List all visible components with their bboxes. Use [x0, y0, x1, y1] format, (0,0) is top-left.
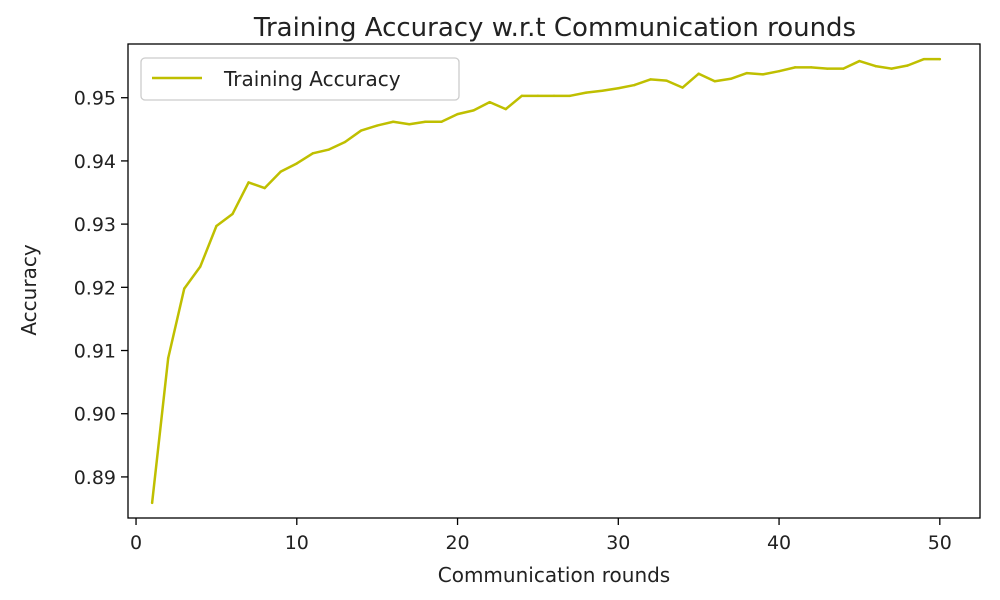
data-point — [633, 83, 636, 87]
chart-title: Training Accuracy w.r.t Communication ro… — [253, 13, 856, 43]
x-tick-label: 30 — [606, 532, 630, 554]
y-tick-label: 0.91 — [74, 341, 116, 363]
data-point — [810, 66, 813, 69]
legend-box — [140, 57, 460, 101]
data-point — [327, 148, 331, 151]
data-point — [295, 162, 298, 165]
y-tick-label: 0.93 — [74, 214, 116, 236]
y-tick-label: 0.95 — [74, 88, 116, 110]
data-point — [842, 67, 845, 70]
data-point — [311, 152, 315, 155]
x-tick-label: 40 — [767, 532, 791, 554]
data-point — [215, 224, 218, 228]
data-point — [440, 120, 443, 123]
y-tick-label: 0.90 — [74, 404, 116, 426]
data-point — [552, 94, 556, 98]
legend-label: Training Accuracy — [223, 67, 401, 91]
data-point — [424, 120, 427, 123]
data-point — [761, 73, 765, 76]
data-point — [938, 57, 942, 61]
data-point — [166, 356, 170, 360]
plot-area — [127, 43, 981, 519]
data-point — [665, 79, 668, 82]
data-point — [584, 91, 588, 94]
data-point — [231, 212, 234, 216]
series-line-training-accuracy — [150, 57, 942, 505]
data-point — [488, 100, 491, 104]
data-point — [729, 77, 733, 80]
data-point — [793, 66, 797, 69]
data-point — [601, 89, 604, 92]
data-point — [617, 87, 620, 90]
series-layer — [150, 57, 942, 505]
y-tick-label: 0.89 — [74, 467, 116, 489]
y-tick-label: 0.92 — [74, 277, 116, 299]
data-point — [745, 71, 749, 75]
data-point — [536, 94, 540, 98]
data-point — [649, 78, 652, 81]
data-point — [279, 170, 282, 173]
data-point — [713, 80, 716, 83]
data-point — [375, 124, 379, 127]
data-point — [150, 501, 154, 505]
legend: Training Accuracy — [140, 57, 460, 101]
data-point — [247, 181, 250, 184]
data-point — [906, 64, 909, 67]
data-point — [874, 64, 877, 68]
data-point — [343, 140, 347, 144]
data-point — [199, 265, 202, 268]
data-point — [359, 129, 363, 132]
x-tick-label: 20 — [445, 532, 469, 554]
data-point — [392, 120, 395, 123]
data-point — [183, 287, 186, 290]
y-tick-label: 0.94 — [74, 151, 116, 173]
data-point — [681, 86, 684, 89]
x-axis-ticks: 0 10 20 30 40 50 — [130, 518, 952, 554]
data-point — [520, 94, 524, 98]
data-point — [858, 59, 861, 63]
x-axis-label: Communication rounds — [438, 563, 670, 587]
data-point — [922, 57, 925, 61]
x-tick-label: 50 — [928, 532, 952, 554]
data-point — [456, 112, 459, 116]
data-point — [408, 123, 411, 126]
data-point — [263, 186, 266, 190]
y-axis-ticks: 0.89 0.90 0.91 0.92 0.93 0.94 0.95 — [74, 88, 128, 489]
data-point — [697, 72, 700, 75]
data-point — [826, 67, 829, 70]
data-point — [777, 69, 781, 73]
data-point — [472, 109, 475, 112]
data-point — [890, 67, 893, 70]
x-tick-label: 0 — [130, 532, 142, 554]
y-axis-label: Accuracy — [17, 244, 41, 335]
plot-frame — [127, 43, 981, 519]
data-point — [504, 107, 507, 111]
x-tick-label: 10 — [285, 532, 309, 554]
data-point — [568, 94, 572, 98]
